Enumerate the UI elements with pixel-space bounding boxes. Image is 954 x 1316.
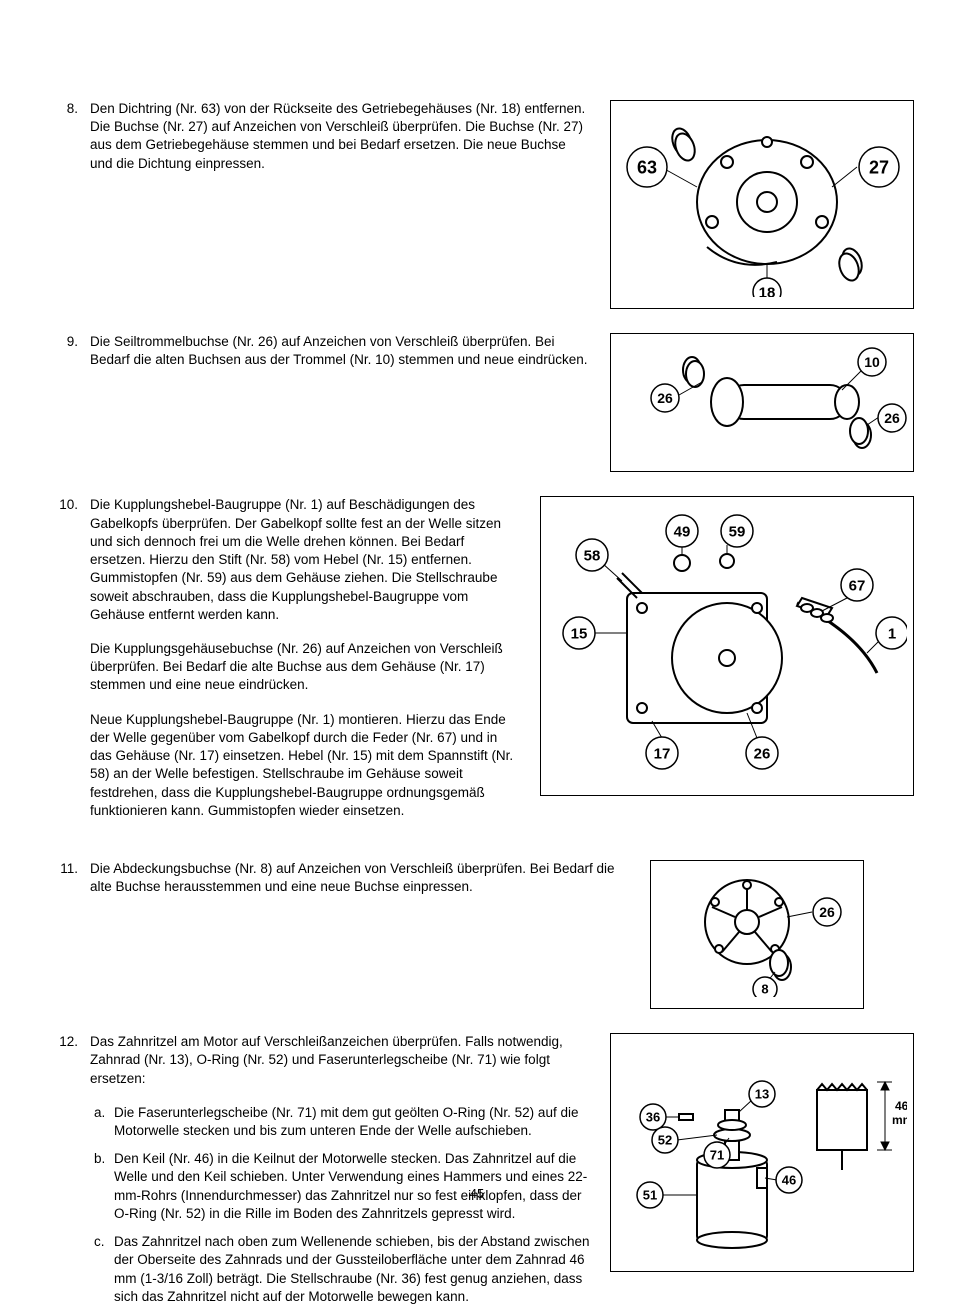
item-text: Die Abdeckungsbuchse (Nr. 8) auf Anzeich… <box>90 860 630 1009</box>
paragraph: Den Dichtring (Nr. 63) von der Rückseite… <box>90 100 590 173</box>
svg-text:27: 27 <box>869 157 889 177</box>
svg-text:15: 15 <box>571 626 588 643</box>
svg-text:46: 46 <box>895 1099 907 1113</box>
figure-10-svg: 58 49 59 15 67 1 17 26 <box>547 503 907 783</box>
svg-text:mm: mm <box>892 1113 907 1127</box>
figure-box: 58 49 59 15 67 1 17 26 <box>540 496 914 795</box>
figure-11-svg: 26 8 <box>657 867 857 997</box>
list-item: 12.Das Zahnritzel am Motor auf Verschlei… <box>50 1033 914 1316</box>
sub-item-text: Die Faserunterlegscheibe (Nr. 71) mit de… <box>114 1104 590 1140</box>
sub-list-item: c.Das Zahnritzel nach oben zum Wellenend… <box>90 1233 590 1306</box>
item-number: 12. <box>50 1033 90 1316</box>
item-text: Die Kupplungshebel-Baugruppe (Nr. 1) auf… <box>90 496 520 836</box>
svg-text:67: 67 <box>849 578 866 595</box>
figure-box: 46 mm 36 13 52 71 51 46 <box>610 1033 914 1272</box>
list-item: 9.Die Seiltrommelbuchse (Nr. 26) auf Anz… <box>50 333 914 472</box>
svg-text:10: 10 <box>864 354 880 370</box>
sub-item-letter: a. <box>90 1104 114 1140</box>
svg-text:17: 17 <box>654 746 671 763</box>
svg-text:26: 26 <box>754 746 771 763</box>
svg-text:63: 63 <box>637 157 657 177</box>
paragraph: Das Zahnritzel am Motor auf Verschleißan… <box>90 1033 590 1088</box>
paragraph: Die Seiltrommelbuchse (Nr. 26) auf Anzei… <box>90 333 590 369</box>
item-number: 11. <box>50 860 90 1009</box>
sub-list: a.Die Faserunterlegscheibe (Nr. 71) mit … <box>90 1104 590 1306</box>
svg-text:49: 49 <box>674 524 691 541</box>
figure-8-svg: 63 18 27 <box>617 107 907 297</box>
list-item: 11.Die Abdeckungsbuchse (Nr. 8) auf Anze… <box>50 860 914 1009</box>
svg-text:13: 13 <box>755 1087 769 1102</box>
page-number: 45 <box>0 1185 954 1203</box>
sub-item-letter: c. <box>90 1233 114 1306</box>
paragraph: Neue Kupplungshebel-Baugruppe (Nr. 1) mo… <box>90 711 520 820</box>
svg-text:8: 8 <box>761 981 768 996</box>
svg-text:18: 18 <box>759 284 776 297</box>
sub-item-text: Das Zahnritzel nach oben zum Wellenende … <box>114 1233 590 1306</box>
figure-12-svg: 46 mm 36 13 52 71 51 46 <box>617 1040 907 1260</box>
paragraph: Die Abdeckungsbuchse (Nr. 8) auf Anzeich… <box>90 860 630 896</box>
figure-box: 26 8 <box>650 860 864 1009</box>
svg-text:26: 26 <box>657 390 673 406</box>
figure-box: 26 10 26 <box>610 333 914 472</box>
list-item: 10.Die Kupplungshebel-Baugruppe (Nr. 1) … <box>50 496 914 836</box>
item-number: 8. <box>50 100 90 309</box>
figure: 26 8 <box>650 860 864 1009</box>
figure: 58 49 59 15 67 1 17 26 <box>540 496 914 836</box>
item-text: Das Zahnritzel am Motor auf Verschleißan… <box>90 1033 590 1316</box>
sub-list-item: a.Die Faserunterlegscheibe (Nr. 71) mit … <box>90 1104 590 1140</box>
svg-text:26: 26 <box>819 904 835 920</box>
paragraph: Die Kupplungshebel-Baugruppe (Nr. 1) auf… <box>90 496 520 624</box>
list-item: 8.Den Dichtring (Nr. 63) von der Rücksei… <box>50 100 914 309</box>
item-number: 9. <box>50 333 90 472</box>
svg-text:26: 26 <box>884 410 900 426</box>
svg-text:58: 58 <box>584 548 601 565</box>
figure-box: 63 18 27 <box>610 100 914 309</box>
item-text: Den Dichtring (Nr. 63) von der Rückseite… <box>90 100 590 309</box>
item-text: Die Seiltrommelbuchse (Nr. 26) auf Anzei… <box>90 333 590 472</box>
figure: 26 10 26 <box>610 333 914 472</box>
svg-text:59: 59 <box>729 524 746 541</box>
figure-9-svg: 26 10 26 <box>617 340 907 460</box>
svg-text:1: 1 <box>888 626 896 643</box>
figure: 46 mm 36 13 52 71 51 46 <box>610 1033 914 1316</box>
svg-text:71: 71 <box>710 1148 724 1163</box>
figure: 63 18 27 <box>610 100 914 309</box>
paragraph: Die Kupplungsgehäusebuchse (Nr. 26) auf … <box>90 640 520 695</box>
svg-text:36: 36 <box>646 1110 660 1125</box>
item-number: 10. <box>50 496 90 836</box>
svg-text:52: 52 <box>658 1133 672 1148</box>
